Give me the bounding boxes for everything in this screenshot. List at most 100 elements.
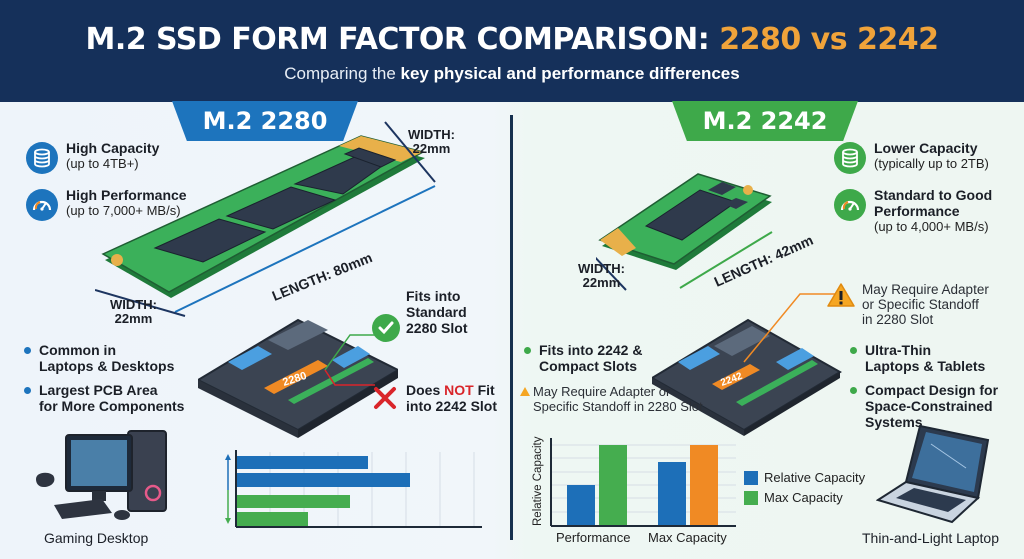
laptop-icon: [876, 424, 990, 524]
ssd-2242-illustration: [596, 173, 773, 291]
header-banner: M.2 SSD FORM FACTOR COMPARISON: 2280 vs …: [0, 0, 1024, 102]
bar-green-1: [236, 495, 350, 508]
bullet-dot-icon: [850, 387, 857, 394]
dimension-width-2242: WIDTH: 22mm: [578, 262, 625, 290]
chart-legend: Relative Capacity Max Capacity: [744, 468, 865, 508]
bullet-line: Laptops & Tablets: [865, 358, 986, 374]
bar-performance-max: [599, 445, 627, 526]
section-divider: [510, 115, 513, 540]
callout-line: Standard: [406, 304, 467, 320]
feature-title: Performance: [874, 203, 960, 219]
bar-maxcap-max: [690, 445, 718, 526]
left-bullet-list: Common in Laptops & Desktops Largest PCB …: [24, 342, 184, 422]
callout-line: in 2280 Slot: [862, 312, 934, 327]
bullet-line: Common in: [39, 342, 116, 358]
bullet-line: Laptops & Desktops: [39, 358, 175, 374]
legend-swatch-green: [744, 491, 758, 505]
feature-title: High Performance: [66, 187, 187, 203]
dim-line1: WIDTH:: [110, 297, 157, 312]
subtitle-bold: key physical and performance differences: [400, 64, 740, 83]
page-title: M.2 SSD FORM FACTOR COMPARISON: 2280 vs …: [0, 22, 1024, 57]
bullet-dot-icon: [24, 347, 31, 354]
feature-high-capacity: High Capacity (up to 4TB+): [26, 140, 159, 174]
legend-label: Relative Capacity: [764, 470, 866, 485]
speedometer-icon: [834, 189, 866, 221]
motherboard-2280-illustration: 2280: [198, 318, 398, 438]
dim-line2: 22mm: [412, 141, 451, 156]
bullet-dot-icon: [24, 387, 31, 394]
bar-performance-relative: [567, 485, 595, 526]
callout-line: 2280 Slot: [406, 320, 468, 336]
feature-lower-capacity: Lower Capacity (typically up to 2TB): [834, 140, 989, 174]
legend-item: Max Capacity: [744, 488, 865, 508]
feature-title: Lower Capacity: [874, 140, 978, 156]
right-bullet-list-use-cases: Ultra-Thin Laptops & Tablets Compact Desi…: [850, 342, 998, 438]
vertical-bar-chart: [550, 438, 736, 527]
callout-line: May Require Adapter: [862, 282, 989, 297]
feature-high-performance: High Performance (up to 7,000+ MB/s): [26, 187, 187, 221]
warning-triangle-icon: [520, 387, 530, 396]
bullet-line: Compact Slots: [539, 358, 638, 374]
gaming-desktop-icon: [36, 430, 167, 520]
page-subtitle: Comparing the key physical and performan…: [0, 64, 1024, 84]
bar-maxcap-relative: [658, 462, 686, 526]
x-mark-icon: [372, 385, 398, 411]
callout-adapter-warning: May Require Adapter or Specific Standoff…: [862, 282, 989, 327]
dimension-width-top: WIDTH: 22mm: [408, 128, 455, 156]
dim-line1: WIDTH:: [578, 261, 625, 276]
bullet-line: Largest PCB Area: [39, 382, 158, 398]
speedometer-icon: [26, 189, 58, 221]
bar-blue-1: [236, 456, 368, 469]
title-main: M.2 SSD FORM FACTOR COMPARISON:: [85, 22, 720, 57]
callout-emphasis: NOT: [444, 382, 474, 398]
title-accent: 2280 vs 2242: [719, 22, 939, 57]
y-axis-label: Relative Capacity: [532, 436, 544, 526]
bar-blue-2: [236, 473, 410, 487]
warning-connector-line: [743, 293, 835, 363]
bullet-line: Space-Constrained: [865, 398, 993, 414]
callout-line: into 2242 Slot: [406, 398, 498, 414]
bullet-line: for More Components: [39, 398, 185, 414]
bullet-dot-icon: [850, 347, 857, 354]
feature-detail: (up to 4TB+): [66, 156, 139, 171]
bullet-line: Fits into 2242 &: [539, 342, 643, 358]
feature-detail: (up to 4,000+ MB/s): [874, 219, 989, 234]
callout-line: or Specific Standoff: [862, 297, 979, 312]
dim-line2: 22mm: [582, 275, 621, 290]
dim-line2: 22mm: [114, 311, 153, 326]
motherboard-2242-illustration: 2242: [652, 318, 842, 436]
bullet-line: Compact Design for: [865, 382, 999, 398]
x-tick-performance: Performance: [556, 530, 631, 545]
callout-not-fit-2242: Does NOT Fit into 2242 Slot: [406, 382, 497, 414]
feature-detail: (typically up to 2TB): [874, 156, 989, 171]
bar-green-2: [236, 512, 308, 526]
legend-label: Max Capacity: [764, 490, 843, 505]
note-line: Specific Standoff in 2280 Slot: [533, 399, 703, 414]
note-line: May Require Adapter or: [533, 384, 671, 399]
bullet-item: Fits into 2242 & Compact Slots: [524, 342, 642, 374]
badge-m2-2280: M.2 2280: [172, 101, 358, 141]
bullet-line: Ultra-Thin: [865, 342, 932, 358]
callout-line: Fits into: [406, 288, 461, 304]
warning-icon: [826, 282, 856, 308]
bullet-dot-icon: [524, 347, 531, 354]
subtitle-plain: Comparing the: [284, 64, 401, 83]
dim-line1: WIDTH:: [408, 127, 455, 142]
bullet-item: Largest PCB Area for More Components: [24, 382, 184, 414]
badge-m2-2242: M.2 2242: [672, 101, 858, 141]
bullet-item: Compact Design for Space-Constrained Syste…: [850, 382, 998, 430]
dimension-width-bottom: WIDTH: 22mm: [110, 298, 157, 326]
note-adapter-warning: May Require Adapter or Specific Standoff…: [520, 384, 703, 414]
database-icon: [834, 142, 866, 174]
feature-standard-performance: Standard to Good Performance (up to 4,000+…: [834, 187, 992, 234]
legend-item: Relative Capacity: [744, 468, 865, 488]
right-bullet-list-compat: Fits into 2242 & Compact Slots: [524, 342, 642, 382]
feature-title: Standard to Good: [874, 187, 993, 203]
caption-thin-light-laptop: Thin-and-Light Laptop: [862, 530, 999, 546]
horizontal-bar-chart: [225, 450, 482, 528]
connector-lines: [324, 334, 375, 386]
feature-title: High Capacity: [66, 140, 160, 156]
x-tick-max-capacity: Max Capacity: [648, 530, 727, 545]
feature-detail: (up to 7,000+ MB/s): [66, 203, 181, 218]
database-icon: [26, 142, 58, 174]
